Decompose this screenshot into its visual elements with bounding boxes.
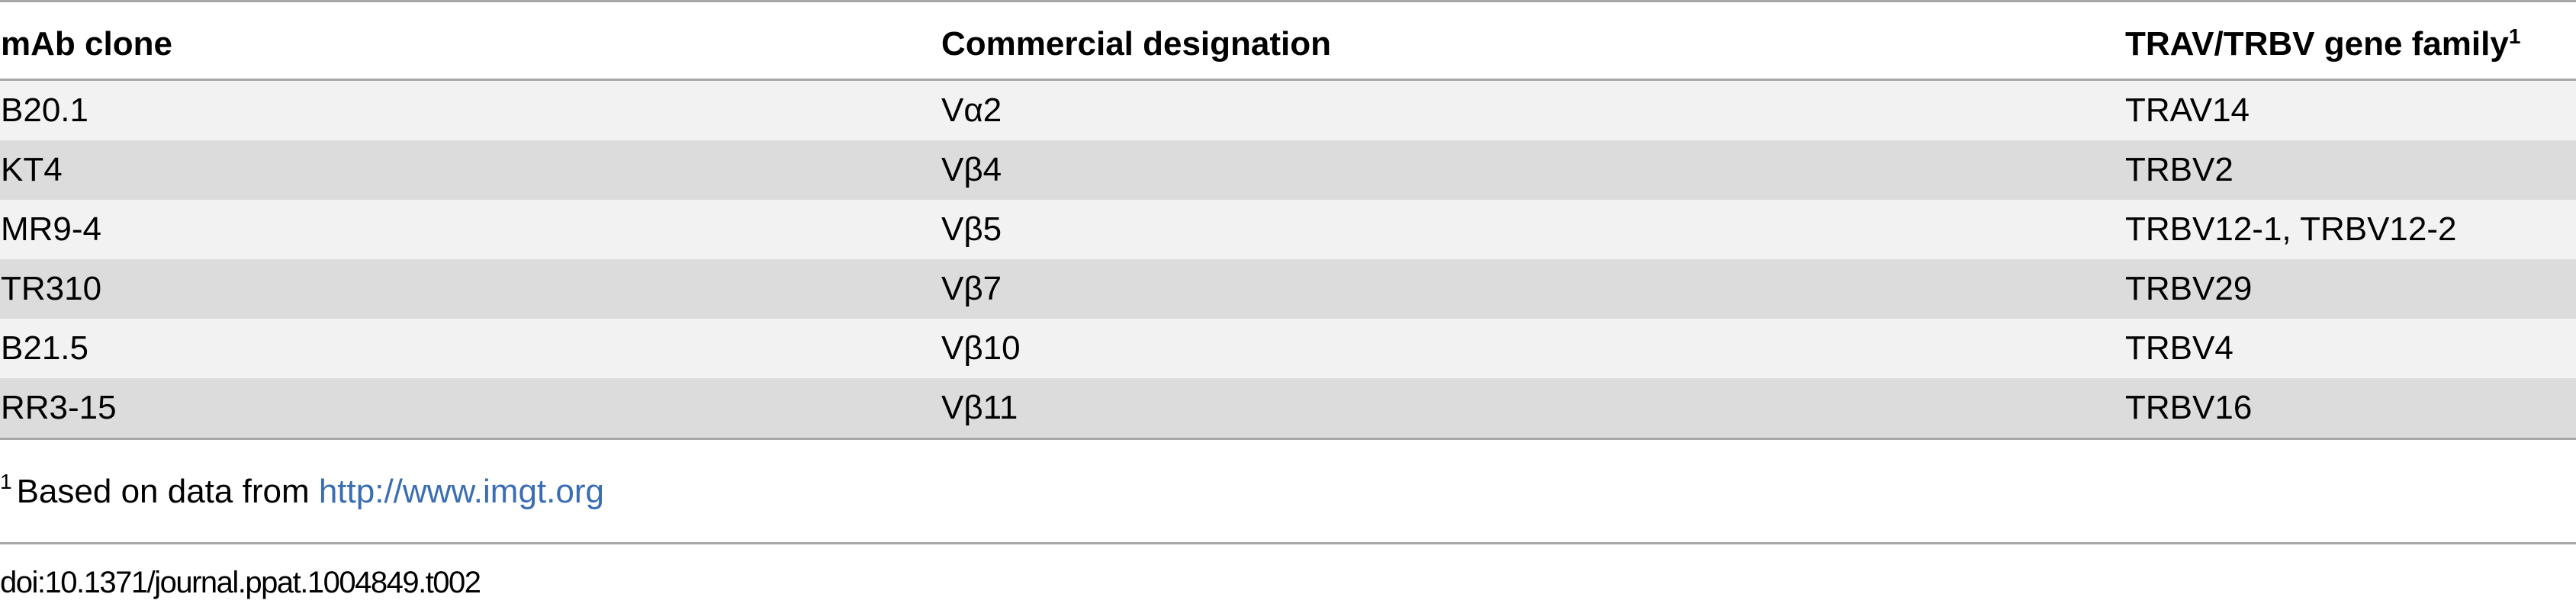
- header-mab-clone: mAb clone: [1, 25, 172, 63]
- table-row: TR310 Vβ7 TRBV29: [0, 259, 2576, 319]
- cell-clone: MR9-4: [1, 210, 102, 248]
- table-body: B20.1 Vα2 TRAV14 KT4 Vβ4 TRBV2 MR9-4 Vβ5…: [0, 81, 2576, 438]
- header-gene-family-label: TRAV/TRBV gene family: [2125, 25, 2509, 63]
- footnote-rule: [0, 542, 2576, 544]
- cell-clone: B21.5: [1, 329, 88, 367]
- table-row: B20.1 Vα2 TRAV14: [0, 81, 2576, 140]
- cell-designation: Vβ10: [941, 329, 1021, 367]
- footnote-text: Based on data from: [16, 473, 310, 510]
- header-commercial-designation: Commercial designation: [941, 25, 1332, 63]
- cell-gene: TRBV2: [2125, 151, 2233, 188]
- cell-designation: Vβ4: [941, 151, 1002, 188]
- cell-designation: Vβ11: [941, 389, 1018, 426]
- table-row: B21.5 Vβ10 TRBV4: [0, 319, 2576, 378]
- cell-clone: RR3-15: [1, 389, 117, 426]
- cell-clone: B20.1: [1, 92, 88, 129]
- cell-designation: Vα2: [941, 92, 1002, 129]
- table-header-row: mAb clone Commercial designation TRAV/TR…: [0, 2, 2576, 79]
- header-gene-family: TRAV/TRBV gene family1: [2125, 14, 2520, 74]
- doi-label: doi:10.1371/journal.ppat.1004849.t002: [0, 566, 481, 599]
- table-row: RR3-15 Vβ11 TRBV16: [0, 378, 2576, 438]
- table-bottom-rule: [0, 438, 2576, 440]
- cell-gene: TRBV16: [2125, 389, 2253, 426]
- table-row: MR9-4 Vβ5 TRBV12-1, TRBV12-2: [0, 200, 2576, 259]
- footnote-marker: 1: [0, 470, 12, 493]
- table-row: KT4 Vβ4 TRBV2: [0, 140, 2576, 200]
- cell-clone: KT4: [1, 151, 63, 188]
- cell-designation: Vβ5: [941, 210, 1002, 248]
- cell-clone: TR310: [1, 270, 102, 307]
- cell-gene: TRBV4: [2125, 329, 2233, 367]
- cell-gene: TRBV12-1, TRBV12-2: [2125, 210, 2457, 248]
- table-footnote: 1 Based on data from http://www.imgt.org: [0, 470, 604, 511]
- table-header-rule: [0, 79, 2576, 81]
- imgt-link[interactable]: http://www.imgt.org: [318, 473, 604, 510]
- cell-gene: TRBV29: [2125, 270, 2253, 307]
- table-top-rule: [0, 0, 2576, 2]
- cell-designation: Vβ7: [941, 270, 1002, 307]
- header-footnote-marker: 1: [2508, 24, 2521, 48]
- cell-gene: TRAV14: [2125, 92, 2250, 129]
